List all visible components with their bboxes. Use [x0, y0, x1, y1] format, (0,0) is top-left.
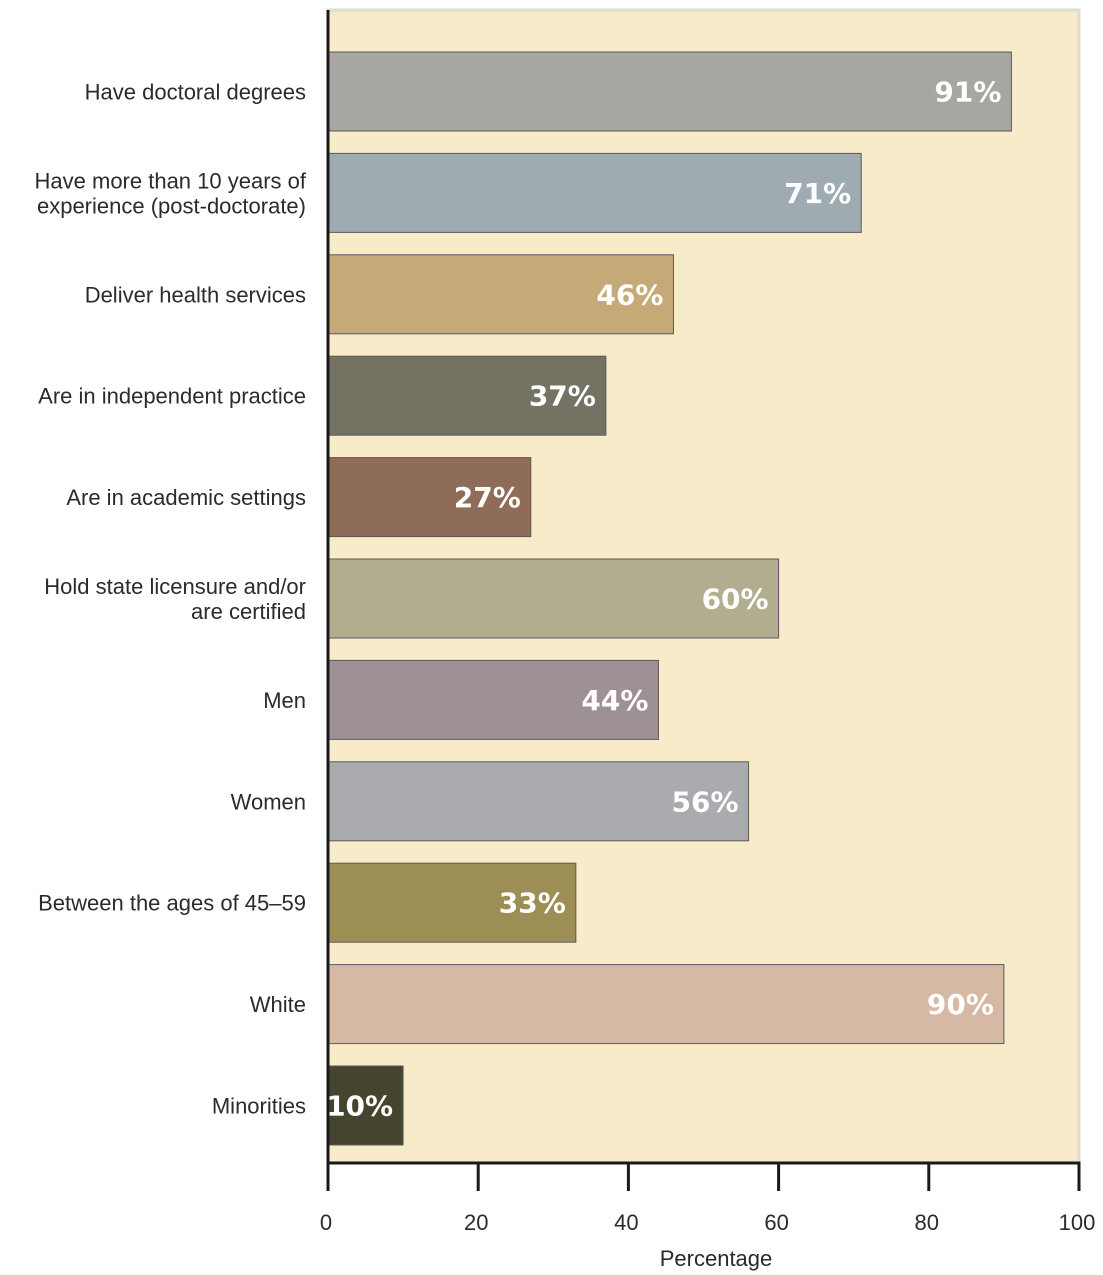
x-tick-label: 60 [764, 1210, 788, 1235]
data-label: 27% [454, 481, 521, 514]
x-tick-label: 40 [614, 1210, 638, 1235]
data-label: 91% [934, 76, 1001, 109]
category-label: Hold state licensure and/or [44, 574, 306, 599]
bar [327, 1065, 404, 1146]
category-label: Have more than 10 years of [35, 168, 307, 193]
category-label: White [250, 992, 306, 1017]
data-label: 33% [499, 887, 566, 920]
category-label: are certified [191, 599, 306, 624]
bar [327, 51, 1012, 132]
data-label: 10% [326, 1090, 393, 1123]
category-label: Deliver health services [85, 282, 306, 307]
bar [327, 457, 532, 538]
category-label: Men [263, 688, 306, 713]
category-label: Women [231, 789, 306, 814]
bars-group [327, 51, 1012, 1146]
category-label: experience (post-doctorate) [37, 193, 306, 218]
bar [327, 254, 674, 335]
data-labels-group: 91% 71% 46% 37% 27% 60% 44% 56% 33% 90% 10% [326, 76, 1001, 1123]
bar [327, 355, 607, 436]
bar [327, 558, 780, 639]
category-label: Are in academic settings [66, 485, 306, 510]
x-tick-label: 20 [464, 1210, 488, 1235]
data-label: 44% [581, 684, 648, 717]
x-tick-label: 0 [320, 1210, 332, 1235]
category-label: Between the ages of 45–59 [38, 891, 306, 916]
data-label: 37% [529, 380, 596, 413]
category-label: Are in independent practice [38, 384, 306, 409]
x-tick-label: 80 [915, 1210, 939, 1235]
x-tick-label: 100 [1059, 1210, 1096, 1235]
data-label: 90% [927, 988, 994, 1021]
data-label: 46% [596, 278, 663, 311]
bar [327, 659, 659, 740]
data-label: 60% [702, 583, 769, 616]
data-label: 56% [672, 785, 739, 818]
data-label: 71% [784, 177, 851, 210]
x-ticks-group: 0 20 40 60 80 100 [320, 1163, 1095, 1235]
category-label: Minorities [212, 1094, 306, 1119]
category-labels-group: Have doctoral degrees Have more than 10 y… [35, 80, 307, 1119]
bar [327, 862, 577, 943]
bar [327, 152, 862, 233]
category-label: Have doctoral degrees [85, 80, 306, 105]
x-axis-title: Percentage [660, 1246, 773, 1271]
bar [327, 964, 1005, 1045]
